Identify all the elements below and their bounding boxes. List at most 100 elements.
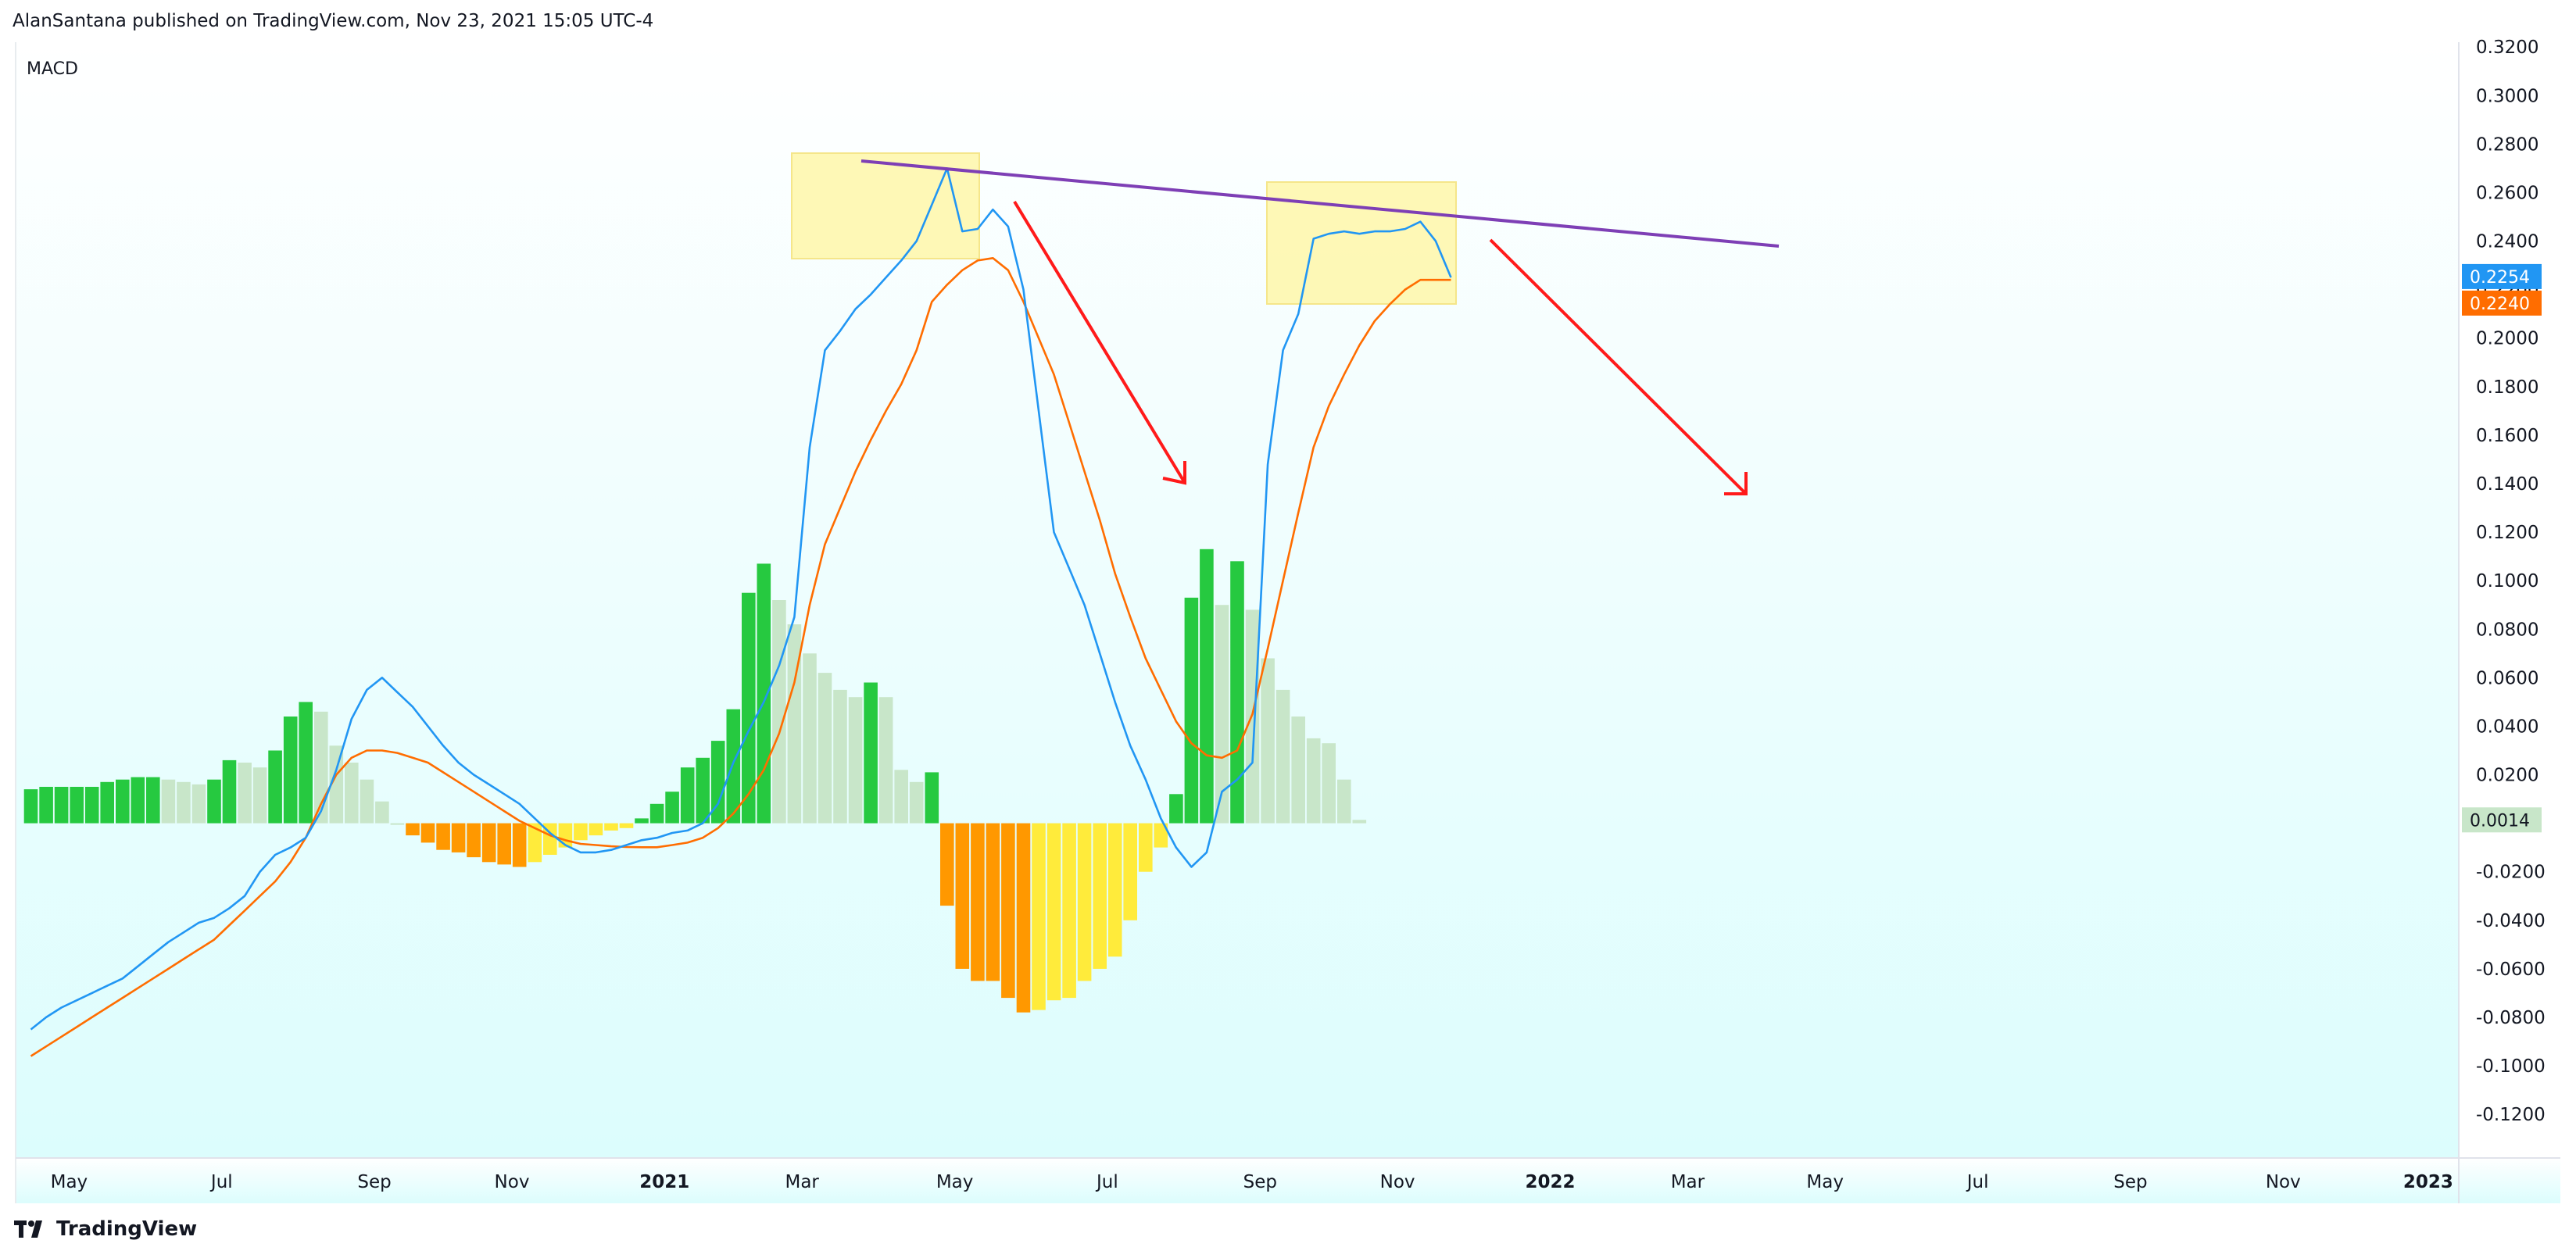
histogram-bar (512, 823, 527, 867)
histogram-bar (283, 717, 298, 824)
histogram-bar (604, 823, 618, 831)
histogram-bar (971, 823, 985, 981)
signal-line (30, 256, 1451, 1057)
histogram-bar (803, 653, 817, 824)
histogram-bar (1077, 823, 1092, 981)
red-arrow-first-head (1162, 461, 1186, 485)
histogram-bar (742, 592, 756, 824)
price-axis: 0.32000.30000.28000.26000.24000.22000.20… (2476, 38, 2546, 1125)
histogram-bar (146, 777, 160, 824)
histogram-bar (894, 770, 908, 824)
histogram-bar (635, 818, 649, 824)
histogram-bar (420, 823, 435, 843)
chart-drawings (860, 159, 1780, 495)
y-tick-label: 0.2000 (2476, 329, 2538, 349)
x-tick-label: Nov (1380, 1172, 1415, 1192)
histogram-bar (925, 772, 939, 824)
y-tick-label: 0.1200 (2476, 523, 2538, 543)
y-tick-label: 0.2400 (2476, 232, 2538, 252)
histogram-bar (787, 624, 802, 824)
y-tick-label: 0.0800 (2476, 620, 2538, 640)
histogram-bar (1337, 779, 1351, 824)
y-tick-label: 0.0600 (2476, 668, 2538, 688)
histogram-bar (1046, 823, 1061, 1001)
red-arrow-second-shaft (1489, 238, 1748, 495)
histogram-bar (848, 697, 863, 824)
x-tick-label: Mar (785, 1172, 819, 1192)
histogram-bar (649, 803, 664, 824)
histogram-bar (1001, 823, 1015, 999)
histogram-bar (191, 784, 206, 824)
publisher-header: AlanSantana published on TradingView.com… (13, 11, 654, 31)
histogram-bar (238, 763, 252, 824)
histogram-bar (1139, 823, 1153, 872)
signal-last-value-text: 0.2240 (2470, 295, 2530, 314)
histogram-bar (589, 823, 603, 836)
histogram-bar (252, 767, 267, 824)
histogram-bar (696, 757, 710, 824)
histogram-bar (406, 823, 420, 836)
histogram-bar (543, 823, 557, 855)
histogram-bar (23, 789, 38, 824)
x-tick-label: Sep (2113, 1172, 2147, 1192)
y-tick-label: -0.1000 (2476, 1056, 2546, 1077)
histogram-bar (84, 787, 99, 824)
x-tick-label: May (936, 1172, 974, 1192)
histogram-bar (1200, 549, 1214, 824)
signal-series (30, 256, 1451, 1057)
histogram-bar (1261, 658, 1275, 824)
pane-label: MACD (27, 59, 78, 79)
histogram-bar (833, 689, 847, 824)
last-value-tags: 0.2254 0.2240 0.0014 (2462, 263, 2542, 833)
tradingview-brand[interactable]: TradingView (56, 1217, 198, 1241)
plot-area (23, 167, 1452, 1057)
y-tick-label: 0.2600 (2476, 184, 2538, 204)
y-tick-label: -0.0200 (2476, 863, 2546, 883)
histogram-bar (1291, 717, 1305, 824)
histogram-last-value-text: 0.0014 (2470, 811, 2530, 831)
macd-series (30, 167, 1452, 1031)
macd-last-value-tag (2462, 263, 2542, 289)
histogram-bar (390, 823, 405, 825)
purple-trendline (860, 159, 1780, 248)
histogram-bar (222, 759, 237, 824)
histogram-bar (1123, 823, 1137, 920)
histogram-bar (467, 823, 481, 858)
x-tick-label: May (51, 1172, 88, 1192)
histogram-bar (436, 823, 450, 850)
histogram-bar (1230, 561, 1244, 824)
x-tick-label: Jul (1966, 1172, 1989, 1192)
histogram-bar (619, 823, 634, 828)
histogram-bar (1154, 823, 1168, 848)
histogram-bar (710, 741, 725, 824)
histogram-bar (116, 779, 130, 824)
histogram-bar (314, 711, 328, 824)
histogram-bar (207, 779, 221, 824)
histogram-bar (1062, 823, 1076, 999)
histogram-bar (329, 745, 344, 824)
y-tick-label: 0.1400 (2476, 474, 2538, 495)
histogram-bar (726, 709, 741, 824)
histogram-bar (1275, 689, 1290, 824)
y-tick-label: -0.0400 (2476, 911, 2546, 931)
histogram-bar (1306, 738, 1321, 824)
red-arrow-first-shaft (1013, 200, 1186, 484)
x-tick-label: Nov (2266, 1172, 2301, 1192)
histogram-bar (39, 787, 53, 824)
histogram-bar (1032, 823, 1046, 1010)
histogram-bar (1322, 743, 1336, 824)
footer: TradingView (14, 1217, 197, 1241)
y-tick-label: 0.3200 (2476, 38, 2538, 58)
histogram-bar (940, 823, 954, 906)
histogram-bar (528, 823, 542, 863)
histogram-bar (131, 777, 145, 824)
tradingview-logo-icon[interactable] (14, 1219, 48, 1239)
x-tick-label: 2021 (639, 1172, 689, 1192)
y-tick-label: -0.0800 (2476, 1008, 2546, 1028)
histogram-bar (161, 779, 176, 824)
histogram-bar (1184, 597, 1199, 824)
histogram-bar (497, 823, 511, 865)
y-tick-label: -0.1200 (2476, 1105, 2546, 1125)
histogram-bar (909, 781, 924, 824)
